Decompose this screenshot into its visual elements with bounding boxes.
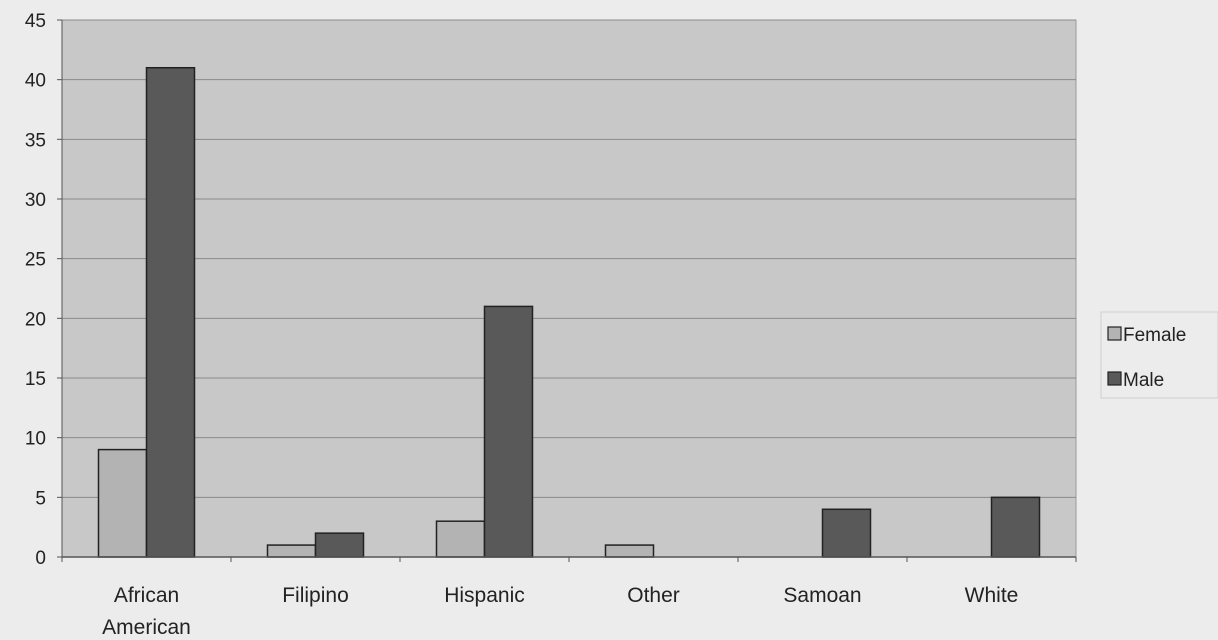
y-tick-label: 5 xyxy=(35,488,46,509)
legend-swatch-female xyxy=(1107,326,1122,341)
y-tick-label: 30 xyxy=(25,190,46,211)
legend-label-female: Female xyxy=(1123,325,1186,346)
plot-area xyxy=(61,19,1077,558)
bar-male xyxy=(821,508,872,558)
x-tick-label: Filipino xyxy=(282,584,349,607)
y-tick-label: 40 xyxy=(25,71,46,92)
bars xyxy=(97,66,1041,558)
x-tick-label: Other xyxy=(627,584,680,607)
legend-label-male: Male xyxy=(1123,370,1164,391)
x-axis: African American Filipino Hispanic Other Samo… xyxy=(61,556,1077,639)
bar-male xyxy=(483,305,534,558)
bar-female xyxy=(604,544,655,558)
x-tick-label: Samoan xyxy=(783,584,861,607)
y-tick-label: 25 xyxy=(25,250,46,271)
x-tick-label: African American xyxy=(102,584,191,639)
gridlines xyxy=(62,19,1076,498)
bar-male xyxy=(314,532,365,558)
bar-female xyxy=(97,448,148,558)
bar-male xyxy=(990,496,1041,558)
x-tick-label: White xyxy=(965,584,1019,607)
bar-male xyxy=(145,66,196,558)
y-tick-label: 10 xyxy=(25,429,46,450)
y-tick-label: 35 xyxy=(25,130,46,151)
legend-swatch-male xyxy=(1107,371,1122,386)
legend: Female Male xyxy=(1100,311,1218,399)
bar-female xyxy=(435,520,486,558)
y-tick-label: 20 xyxy=(25,309,46,330)
y-tick-label: 15 xyxy=(25,369,46,390)
y-tick-label: 0 xyxy=(35,548,46,569)
x-tick-label: Hispanic xyxy=(444,584,525,607)
y-axis: 0 5 10 15 20 25 30 35 40 45 xyxy=(25,11,63,569)
y-tick-label: 45 xyxy=(25,11,46,32)
bar-female xyxy=(266,544,317,558)
